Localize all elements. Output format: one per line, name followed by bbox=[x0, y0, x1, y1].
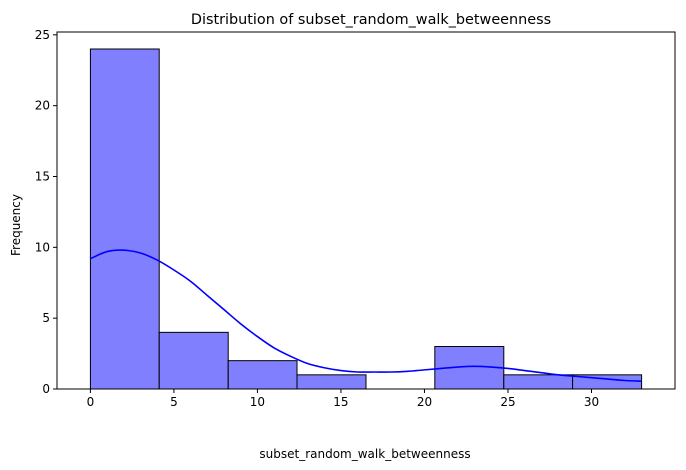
y-tick-label: 20 bbox=[35, 99, 50, 113]
y-tick-label: 15 bbox=[35, 170, 50, 184]
x-tick-label: 15 bbox=[333, 395, 348, 409]
y-tick-label: 5 bbox=[42, 311, 50, 325]
x-tick-label: 0 bbox=[87, 395, 95, 409]
y-axis-label: Frequency bbox=[9, 194, 23, 256]
x-axis-label: subset_random_walk_betweenness bbox=[259, 447, 470, 461]
x-tick-label: 10 bbox=[250, 395, 265, 409]
x-tick-label: 5 bbox=[170, 395, 178, 409]
kde-curve bbox=[90, 249, 642, 383]
plot-frame bbox=[56, 31, 676, 390]
histogram-bar-6 bbox=[503, 374, 574, 390]
histogram-bar-0 bbox=[89, 48, 160, 390]
plot-area bbox=[56, 31, 676, 390]
y-tick-label: 0 bbox=[42, 382, 50, 396]
x-axis: 0 5 10 15 20 25 30 bbox=[87, 389, 599, 409]
y-tick-label: 10 bbox=[35, 240, 50, 254]
y-tick-label: 25 bbox=[35, 28, 50, 42]
x-tick-label: 30 bbox=[584, 395, 599, 409]
histogram-bar-2 bbox=[227, 360, 298, 390]
chart-title: Distribution of subset_random_walk_betwe… bbox=[191, 12, 551, 28]
histogram-bar-3 bbox=[296, 374, 367, 390]
histogram-bar-1 bbox=[158, 331, 229, 390]
x-tick-label: 20 bbox=[417, 395, 432, 409]
y-axis: 0 5 10 15 20 25 bbox=[35, 28, 57, 396]
x-tick-label: 25 bbox=[500, 395, 515, 409]
